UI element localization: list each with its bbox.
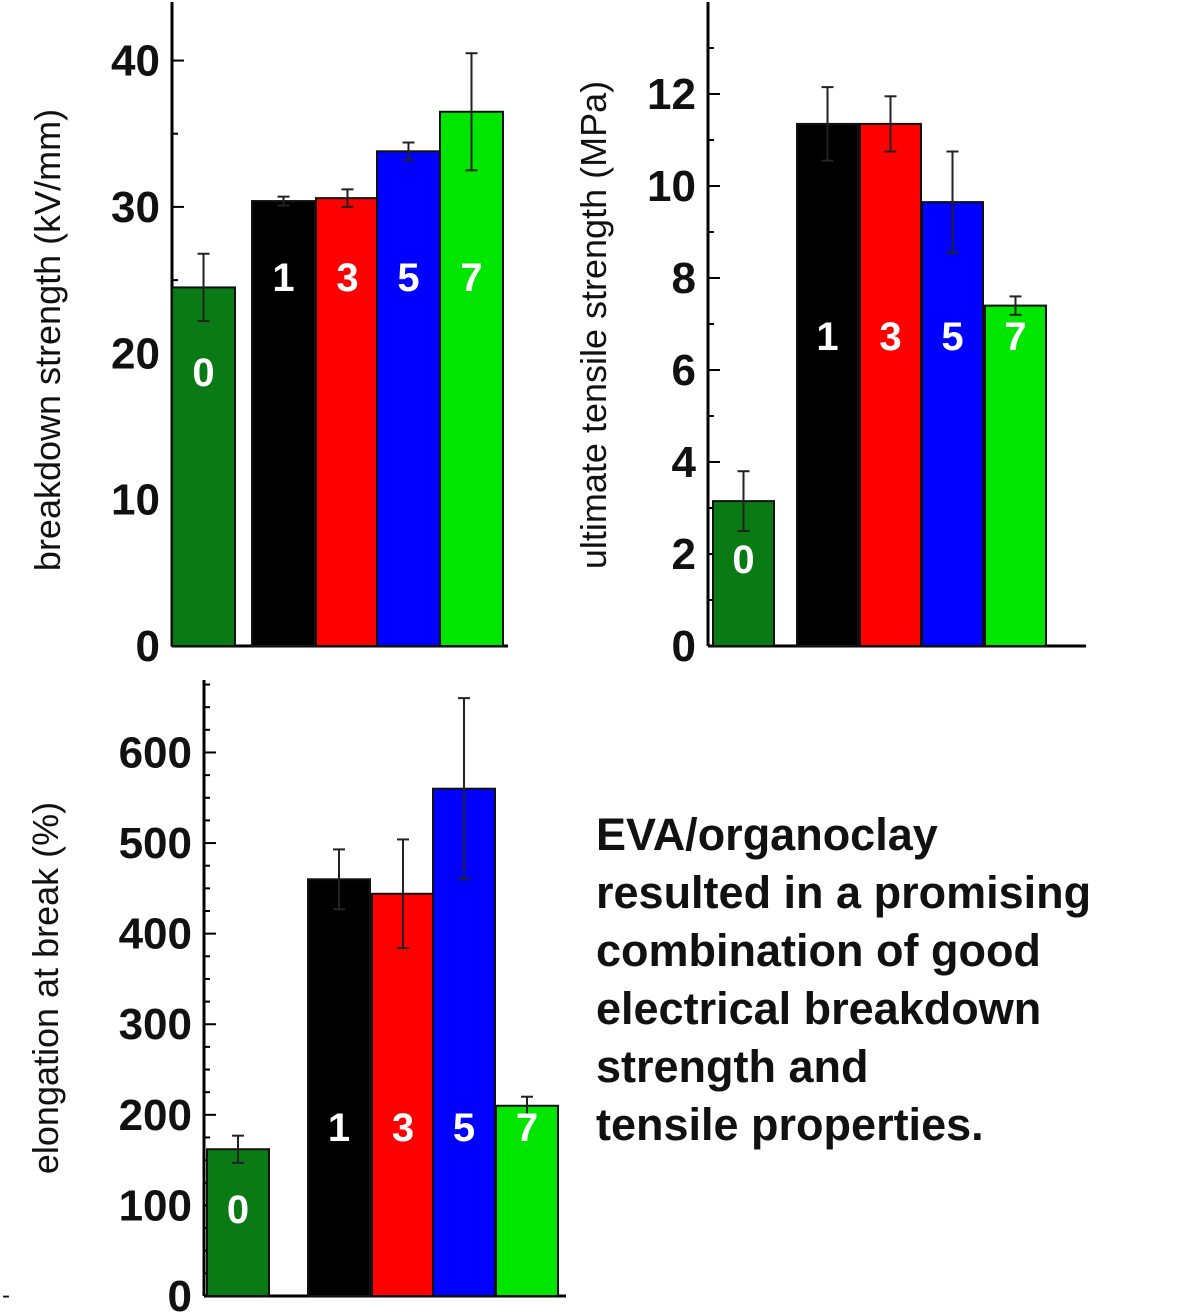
bar-1 <box>307 878 371 1297</box>
bar-label: 7 <box>460 256 482 300</box>
bar-label: 7 <box>1004 315 1026 359</box>
bar-label: 0 <box>732 538 754 582</box>
y-tick-label: 300 <box>119 1000 192 1049</box>
bar-label: 7 <box>516 1106 538 1150</box>
note-line: strength and <box>596 1041 869 1092</box>
bar-5 <box>921 201 984 647</box>
y-axis-label: breakdown strength (kV/mm) <box>27 109 68 571</box>
bar-label: 1 <box>272 256 294 300</box>
y-tick-label: 0 <box>136 622 160 671</box>
bar-label: 3 <box>392 1106 414 1150</box>
y-tick-label: 400 <box>119 910 192 959</box>
y-axis-label: ultimate tensile strength (MPa) <box>573 81 614 569</box>
y-tick-label: 12 <box>647 70 696 119</box>
y-tick-label: 2 <box>672 530 696 579</box>
bar-7 <box>439 110 504 648</box>
bar-label: 5 <box>397 256 419 300</box>
elongation-chart: 0 100 200 300 400 500 600 elongation at break (… <box>25 680 566 1314</box>
conclusion-note: EVA/organoclay resulted in a promising c… <box>596 806 1182 1154</box>
breakdown-strength-chart: 0 10 20 30 40 breakdown strength (kV/mm) 0 1 3 5 7 <box>27 2 508 671</box>
note-line: tensile properties. <box>596 1099 984 1150</box>
y-tick-label: 4 <box>672 438 697 487</box>
bar-1 <box>796 122 859 647</box>
bar-3 <box>859 122 922 647</box>
bar-0 <box>171 286 236 647</box>
bar-label: 3 <box>879 315 901 359</box>
y-tick-label: 30 <box>111 183 160 232</box>
y-tick-label: 500 <box>119 819 192 868</box>
y-tick-label: 600 <box>119 728 192 777</box>
bar-label: 1 <box>816 315 838 359</box>
y-tick-label: 6 <box>672 346 696 395</box>
bar-label: 3 <box>336 256 358 300</box>
note-line: electrical breakdown <box>596 983 1042 1034</box>
y-axis-label: elongation at break (%) <box>25 802 66 1174</box>
y-tick-label: 0 <box>672 622 696 671</box>
note-line: resulted in a promising <box>596 867 1092 918</box>
note-line: EVA/organoclay <box>596 809 938 860</box>
bar-7 <box>984 304 1047 647</box>
bar-label: 0 <box>227 1188 249 1232</box>
bar-5 <box>376 150 441 647</box>
y-tick-label: 10 <box>647 162 696 211</box>
bar-label: 0 <box>192 351 214 395</box>
note-line: combination of good <box>596 925 1041 976</box>
bar-7 <box>495 1104 559 1297</box>
bar-label: 5 <box>941 315 963 359</box>
y-tick-label: 10 <box>111 476 160 525</box>
y-tick-label: 40 <box>111 37 160 86</box>
y-tick-label: 0 <box>168 1272 192 1314</box>
y-tick-label: 8 <box>672 254 696 303</box>
bar-label: 5 <box>453 1106 475 1150</box>
bar-label: 1 <box>328 1106 350 1150</box>
y-tick-label: 20 <box>111 329 160 378</box>
bar-3 <box>371 892 435 1297</box>
y-tick-label: 200 <box>119 1091 192 1140</box>
bar-1 <box>251 200 316 648</box>
stray-mark: - <box>2 1282 10 1309</box>
y-tick-label: 100 <box>119 1181 192 1230</box>
